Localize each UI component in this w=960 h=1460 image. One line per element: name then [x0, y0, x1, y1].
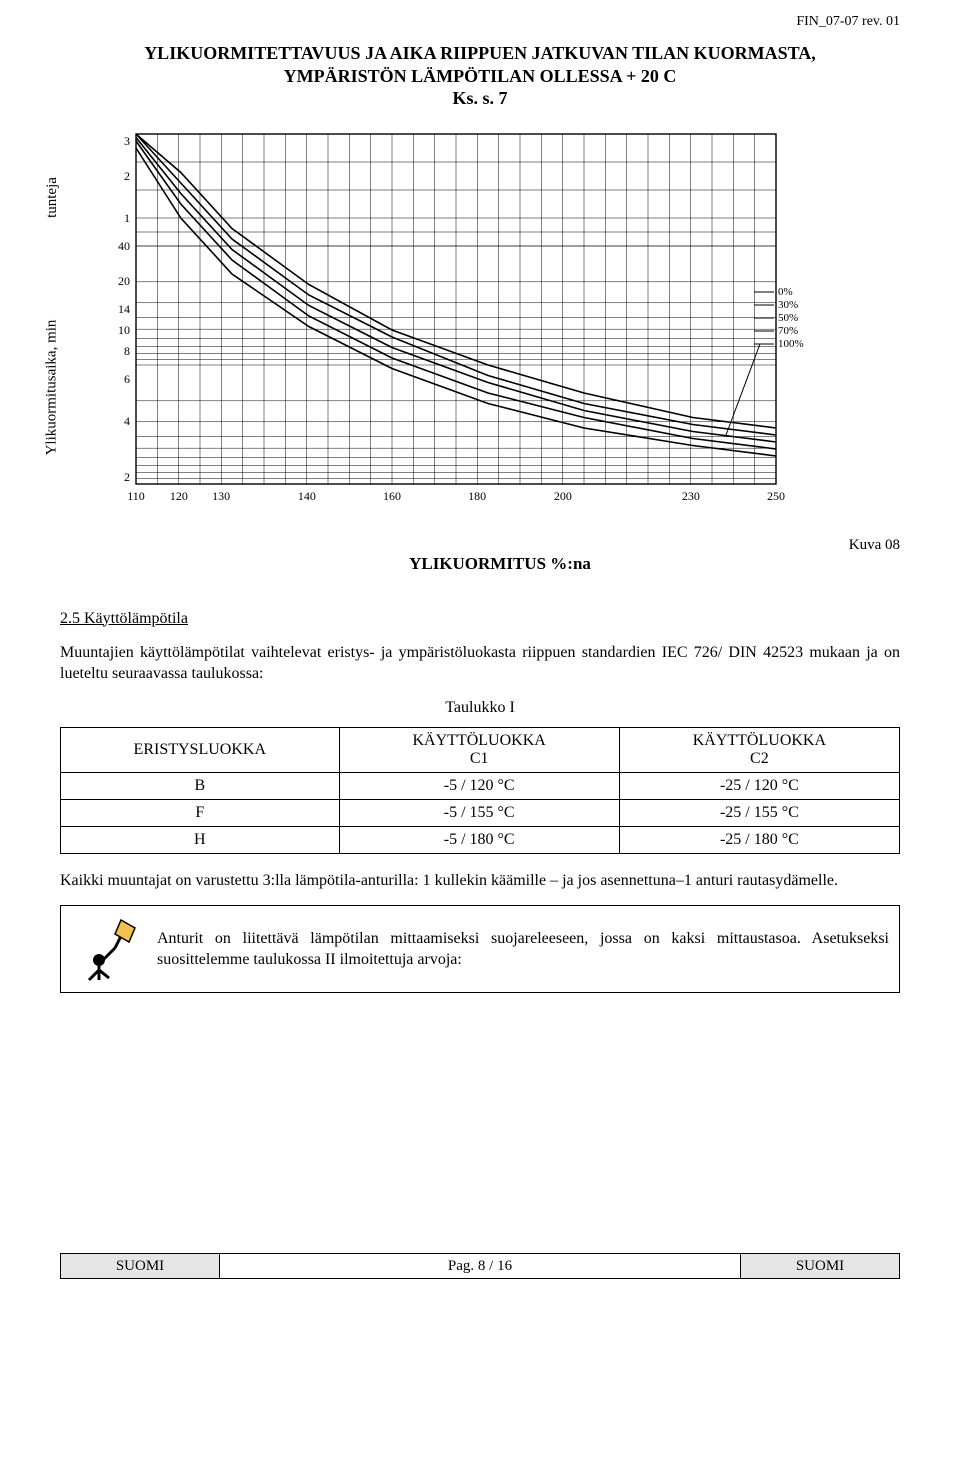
svg-text:200: 200 [554, 489, 572, 503]
note-box: Anturit on liitettävä lämpötilan mittaam… [60, 905, 900, 993]
y-axis-label-bottom: Ylikuormitusaika, min [44, 320, 61, 456]
svg-text:3: 3 [124, 134, 130, 148]
svg-text:20: 20 [118, 274, 130, 288]
svg-text:6: 6 [124, 372, 130, 386]
doc-reference: FIN_07-07 rev. 01 [796, 14, 900, 30]
insulation-class-table: ERISTYSLUOKKA KÄYTTÖLUOKKA C1 KÄYTTÖLUOK… [60, 727, 900, 854]
table-cell: -25 / 120 °C [619, 772, 899, 799]
table-cell: -25 / 155 °C [619, 799, 899, 826]
table-1-caption: Taulukko I [60, 699, 900, 717]
y-axis-label-bottom-wrap: Ylikuormitusaika, min [42, 278, 62, 498]
svg-text:120: 120 [170, 489, 188, 503]
svg-text:140: 140 [298, 489, 316, 503]
svg-text:2: 2 [124, 169, 130, 183]
page-footer: SUOMI Pag. 8 / 16 SUOMI [60, 1253, 900, 1279]
note-text: Anturit on liitettävä lämpötilan mittaam… [157, 928, 889, 971]
footer-left: SUOMI [60, 1253, 220, 1279]
svg-text:0%: 0% [778, 286, 793, 298]
table-row: H-5 / 180 °C-25 / 180 °C [61, 826, 900, 853]
overload-chart: tunteja Ylikuormitusaika, min Jatkuvan t… [60, 128, 900, 548]
table-cell: -5 / 180 °C [339, 826, 619, 853]
title-line-2: YMPÄRISTÖN LÄMPÖTILAN OLLESSA + 20 C [60, 65, 900, 88]
table-row: F-5 / 155 °C-25 / 155 °C [61, 799, 900, 826]
svg-text:10: 10 [118, 323, 130, 337]
svg-text:4: 4 [124, 414, 130, 428]
table-cell: B [61, 772, 340, 799]
svg-text:110: 110 [127, 489, 145, 503]
section-2-5-para: Muuntajien käyttölämpötilat vaihtelevat … [60, 642, 900, 685]
table-cell: -5 / 120 °C [339, 772, 619, 799]
title-line-1: YLIKUORMITETTAVUUS JA AIKA RIIPPUEN JATK… [60, 42, 900, 65]
svg-text:14: 14 [118, 302, 130, 316]
svg-text:2: 2 [124, 470, 130, 484]
chart-plot: 1 2 3 40 2 4 6 8 10 14 20 110 120 130 140 160 180 200 230… [106, 128, 806, 508]
footer-center: Pag. 8 / 16 [220, 1253, 740, 1279]
y-axis-label-top: tunteja [44, 177, 61, 218]
table-cell: -5 / 155 °C [339, 799, 619, 826]
y-axis-label-top-wrap: tunteja [42, 138, 62, 258]
table-cell: F [61, 799, 340, 826]
svg-text:50%: 50% [778, 312, 798, 324]
table-header-row: ERISTYSLUOKKA KÄYTTÖLUOKKA C1 KÄYTTÖLUOK… [61, 727, 900, 772]
svg-text:130: 130 [212, 489, 230, 503]
figure-label: Kuva 08 [849, 537, 900, 554]
col-1: KÄYTTÖLUOKKA C1 [339, 727, 619, 772]
attention-icon [71, 914, 141, 984]
svg-text:180: 180 [468, 489, 486, 503]
section-2-5-para2: Kaikki muuntajat on varustettu 3:lla läm… [60, 870, 900, 892]
svg-text:70%: 70% [778, 325, 798, 337]
svg-text:250: 250 [767, 489, 785, 503]
svg-text:40: 40 [118, 239, 130, 253]
svg-text:1: 1 [124, 211, 130, 225]
col-2: KÄYTTÖLUOKKA C2 [619, 727, 899, 772]
svg-text:100%: 100% [778, 338, 804, 350]
x-axis-label: YLIKUORMITUS %:na [100, 554, 900, 574]
title-line-3: Ks. s. 7 [60, 87, 900, 110]
table-cell: H [61, 826, 340, 853]
col-0: ERISTYSLUOKKA [61, 727, 340, 772]
svg-text:160: 160 [383, 489, 401, 503]
svg-text:8: 8 [124, 344, 130, 358]
page-title: YLIKUORMITETTAVUUS JA AIKA RIIPPUEN JATK… [60, 42, 900, 110]
section-2-5-heading: 2.5 Käyttölämpötila [60, 610, 900, 628]
table-row: B-5 / 120 °C-25 / 120 °C [61, 772, 900, 799]
svg-text:30%: 30% [778, 299, 798, 311]
table-cell: -25 / 180 °C [619, 826, 899, 853]
svg-text:230: 230 [682, 489, 700, 503]
chart-svg: 1 2 3 40 2 4 6 8 10 14 20 110 120 130 140 160 180 200 230… [106, 128, 806, 508]
footer-right: SUOMI [740, 1253, 900, 1279]
